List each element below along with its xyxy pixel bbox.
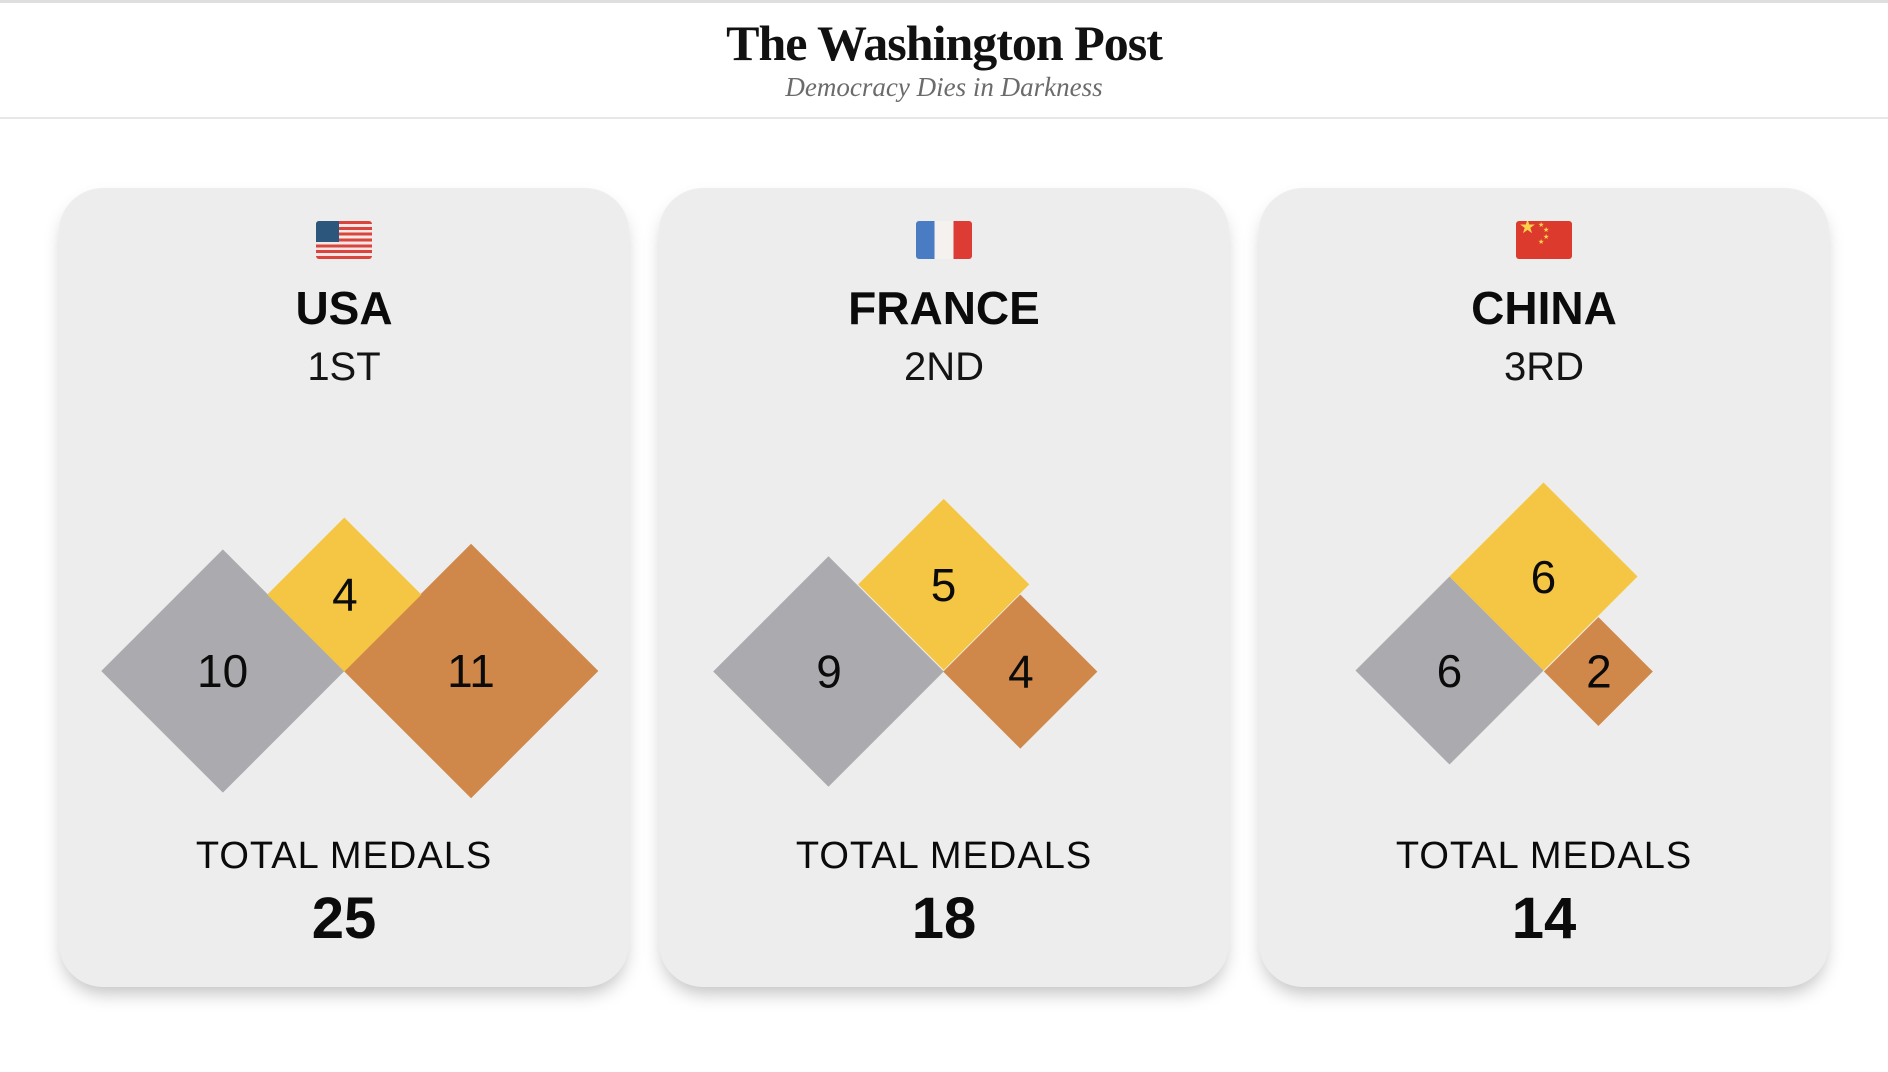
medal-card-france: FRANCE 2ND 9 4 5 TOTAL MEDALS 18 bbox=[659, 188, 1229, 987]
total-medals-value: 18 bbox=[911, 886, 977, 951]
china-flag-small-star-icon: ★ bbox=[1543, 234, 1550, 241]
china-flag-small-star-icon: ★ bbox=[1538, 239, 1545, 246]
masthead: The Washington Post Democracy Dies in Da… bbox=[0, 3, 1888, 119]
total-medals-label: TOTAL MEDALS bbox=[195, 835, 493, 877]
us-flag-icon bbox=[316, 221, 372, 259]
country-name: USA bbox=[295, 282, 393, 334]
medal-card-china: ★ ★ ★ ★ ★ CHINA 3RD 6 2 6 TOTAL MEDALS 1… bbox=[1259, 188, 1829, 987]
bronze-medal-count: 11 bbox=[447, 644, 496, 697]
china-flag-small-star-icon: ★ bbox=[1543, 227, 1550, 234]
country-name: CHINA bbox=[1471, 282, 1617, 334]
total-medals-value: 25 bbox=[311, 886, 377, 951]
total-medals-label: TOTAL MEDALS bbox=[795, 835, 1093, 877]
bronze-medal-count: 2 bbox=[1585, 644, 1612, 697]
country-rank: 3RD bbox=[1503, 345, 1585, 389]
bronze-medal-count: 4 bbox=[1007, 644, 1034, 697]
country-rank: 1ST bbox=[307, 345, 381, 389]
total-medals-label: TOTAL MEDALS bbox=[1395, 835, 1693, 877]
masthead-tagline: Democracy Dies in Darkness bbox=[785, 72, 1103, 102]
gold-medal-count: 6 bbox=[1531, 550, 1557, 603]
china-flag-small-star-icon: ★ bbox=[1538, 222, 1545, 229]
us-flag-canton bbox=[316, 221, 339, 242]
washington-post-logo: The Washington Post bbox=[726, 15, 1163, 71]
china-flag-star-icon: ★ bbox=[1519, 221, 1537, 238]
france-flag-icon bbox=[916, 221, 972, 259]
total-medals-value: 14 bbox=[1511, 886, 1577, 951]
gold-medal-count: 4 bbox=[331, 568, 357, 621]
silver-medal-count: 6 bbox=[1437, 644, 1463, 697]
page-top-edge bbox=[0, 0, 1888, 3]
china-flag-icon: ★ ★ ★ ★ ★ bbox=[1516, 221, 1572, 259]
silver-medal-count: 9 bbox=[815, 644, 842, 697]
country-name: FRANCE bbox=[848, 282, 1040, 334]
country-rank: 2ND bbox=[903, 345, 985, 389]
medal-cards-row: USA 1ST 10 11 4 TOTAL MEDALS 25 FRANCE 2… bbox=[0, 188, 1888, 987]
gold-medal-count: 5 bbox=[931, 559, 957, 612]
silver-medal-count: 10 bbox=[196, 644, 249, 697]
medal-card-usa: USA 1ST 10 11 4 TOTAL MEDALS 25 bbox=[59, 188, 629, 987]
